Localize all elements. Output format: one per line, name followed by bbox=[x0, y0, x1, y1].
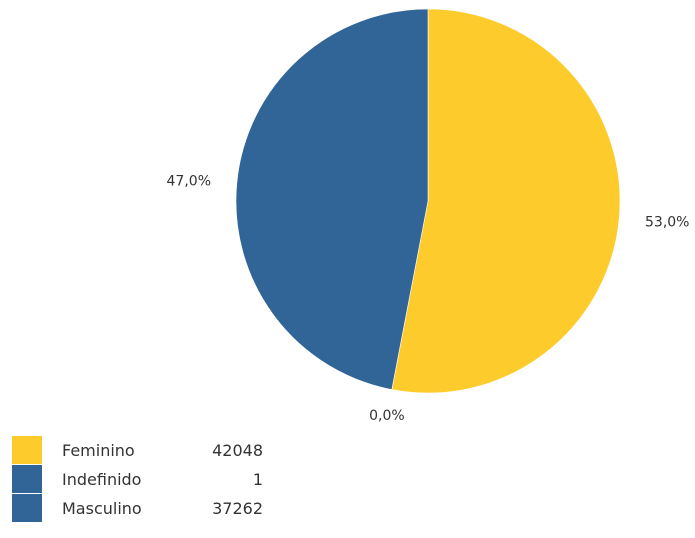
legend-label-indefinido: Indefinido bbox=[62, 470, 141, 489]
legend-value-indefinido: 1 bbox=[253, 470, 263, 489]
legend-swatch-masculino bbox=[12, 494, 42, 522]
percent-label-indefinido: 0,0% bbox=[369, 408, 405, 424]
percent-label-feminino: 53,0% bbox=[645, 215, 689, 231]
legend-value-feminino: 42048 bbox=[212, 441, 263, 460]
legend: Feminino 42048 Indefinido 1 Masculino 37262 bbox=[12, 436, 263, 522]
legend-value-masculino: 37262 bbox=[212, 499, 263, 518]
legend-label-feminino: Feminino bbox=[62, 441, 135, 460]
percent-label-masculino: 47,0% bbox=[167, 173, 211, 189]
pie-slice-feminino bbox=[391, 8, 621, 394]
pie-slices bbox=[235, 8, 621, 394]
pie-percent-labels: 53,0% 0,0% 47,0% bbox=[167, 173, 690, 424]
legend-swatch-indefinido bbox=[12, 465, 42, 493]
legend-label-masculino: Masculino bbox=[62, 499, 142, 518]
pie-slice-masculino bbox=[235, 8, 429, 390]
legend-swatch-feminino bbox=[12, 436, 42, 464]
